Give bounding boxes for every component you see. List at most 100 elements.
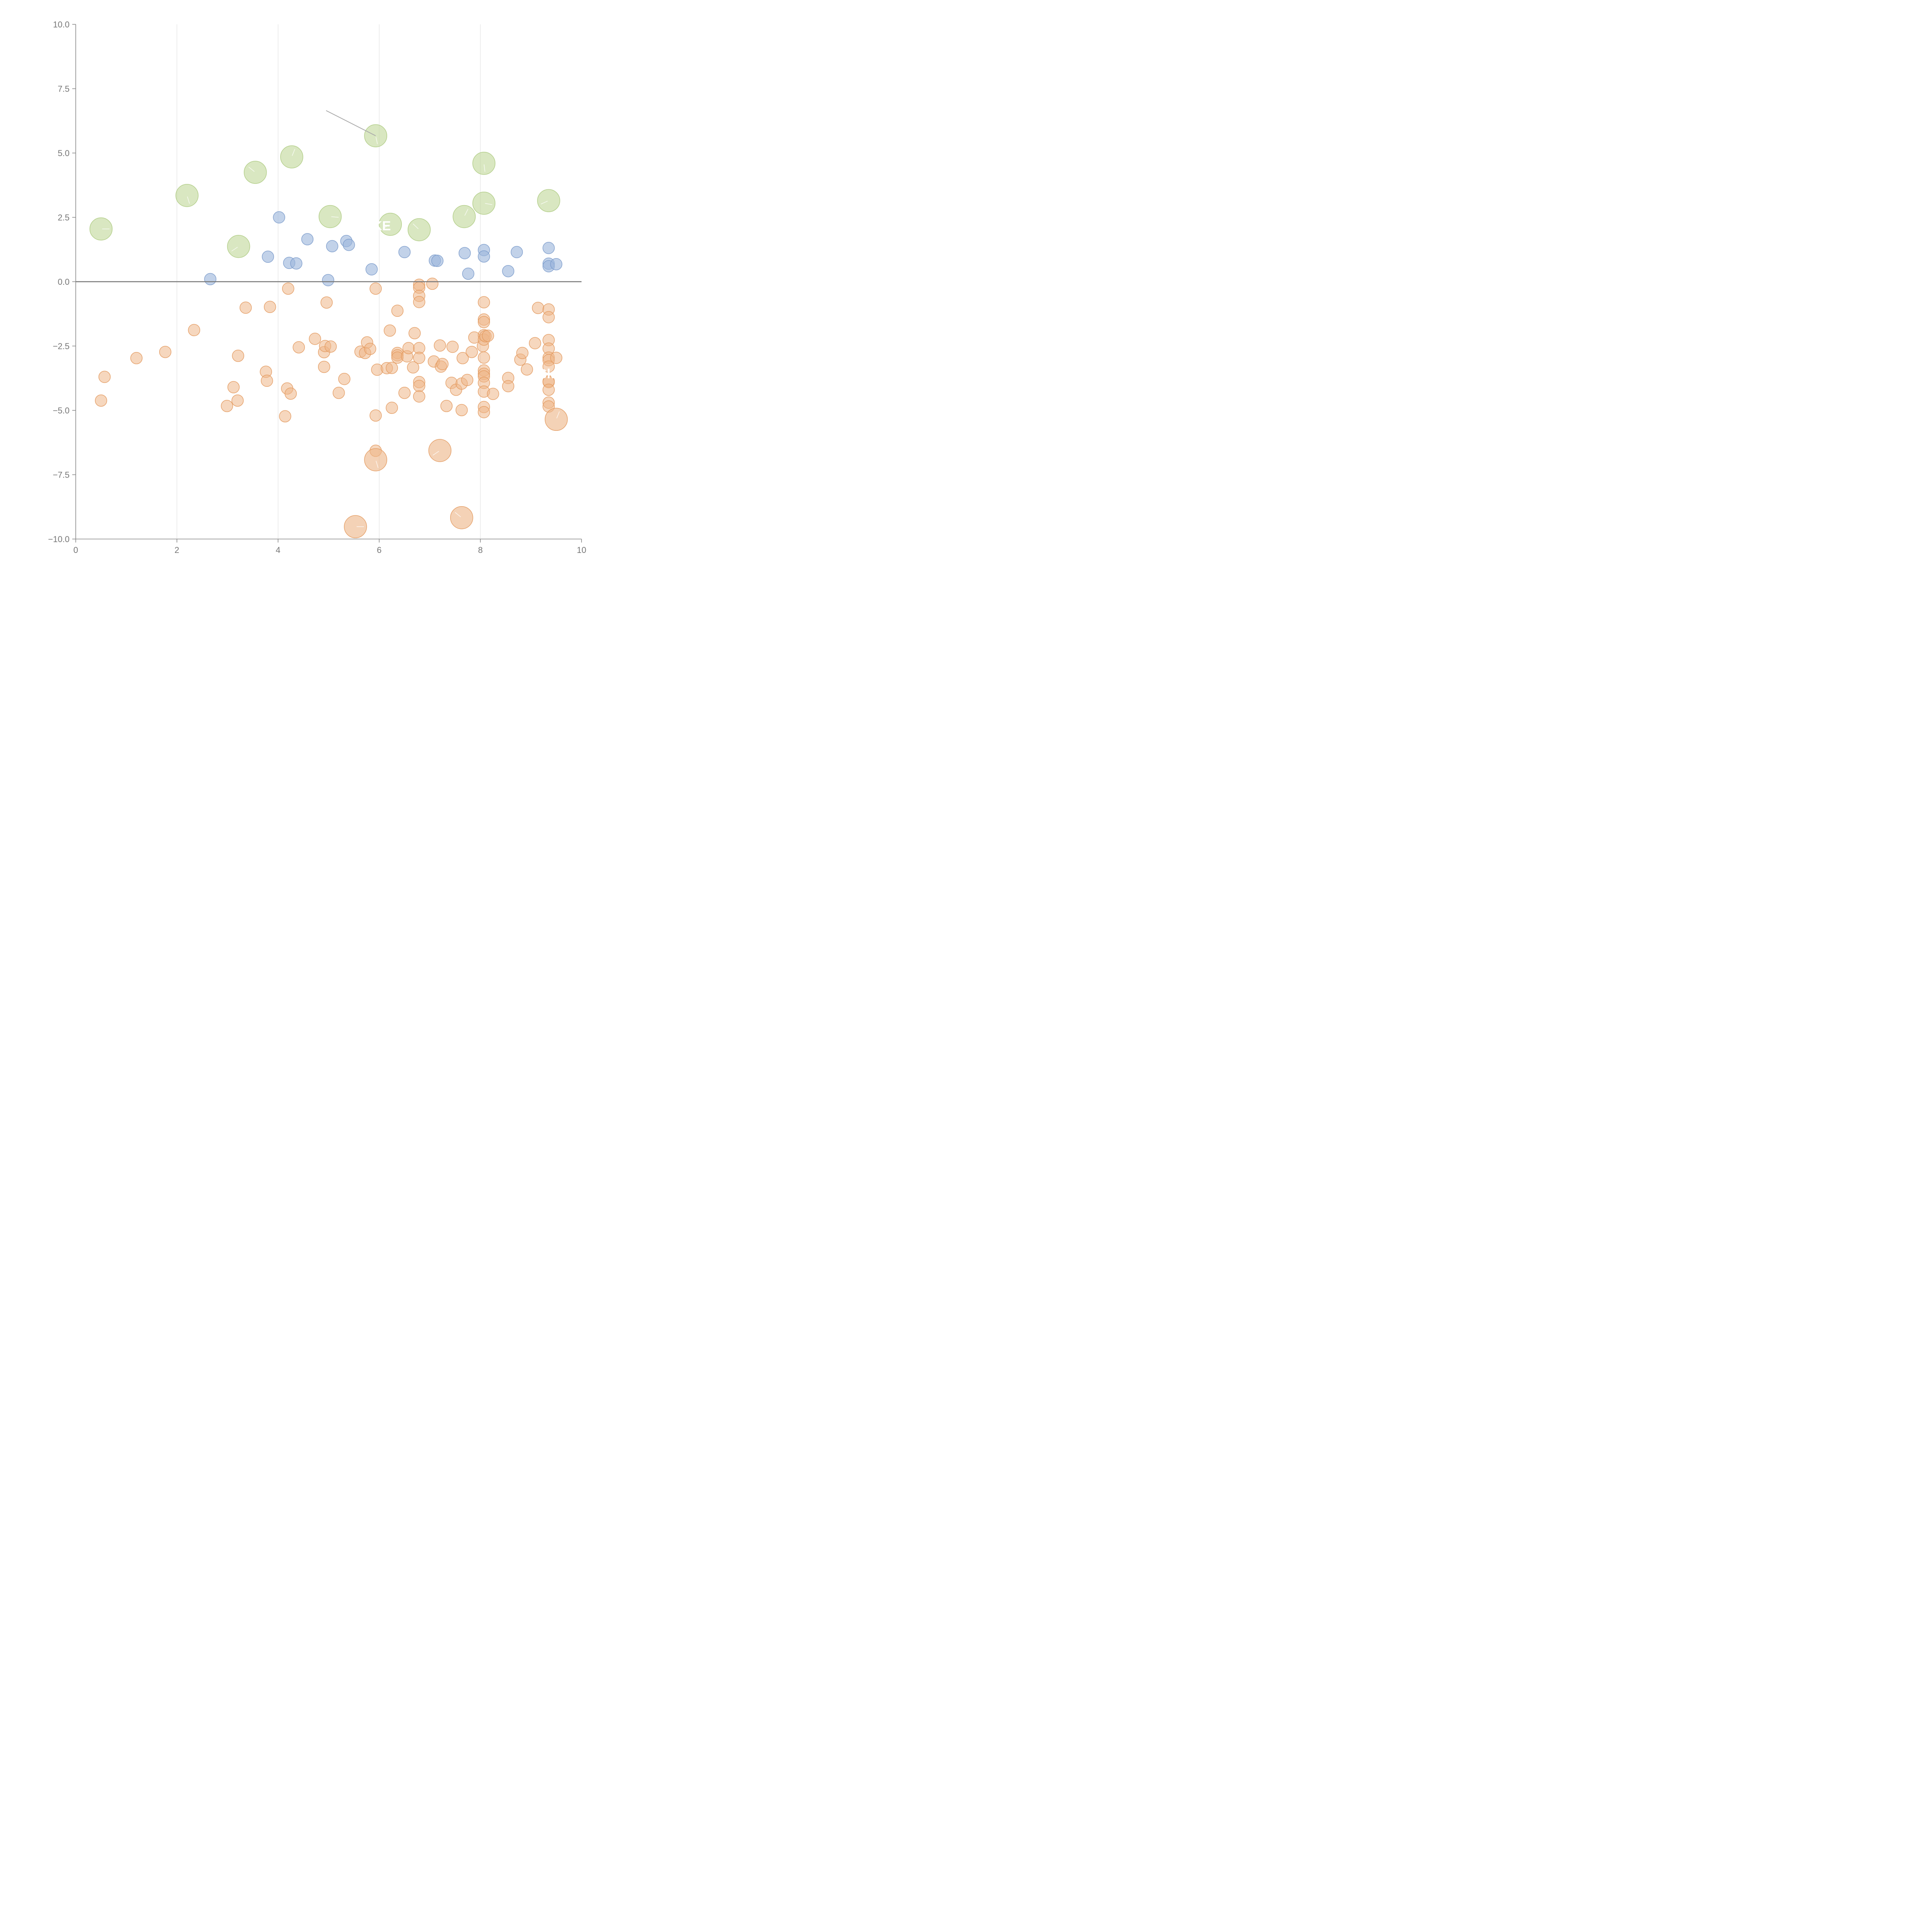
orange-bubble-30 bbox=[369, 282, 382, 295]
orange-bubble-101 bbox=[543, 361, 555, 373]
y-tick-label: −2.5 bbox=[53, 342, 70, 351]
blue-bubble-4 bbox=[290, 257, 303, 270]
orange-bubble-50 bbox=[413, 296, 425, 308]
orange-bubble-35 bbox=[386, 362, 398, 374]
y-tick-label: 2.5 bbox=[58, 213, 70, 223]
y-tick-label: 5.0 bbox=[58, 148, 70, 158]
orange-bubble-37 bbox=[391, 304, 404, 317]
orange-bubble-104 bbox=[543, 383, 555, 396]
orange-large-label-leader-4 bbox=[556, 411, 560, 418]
orange-bubble-41 bbox=[384, 324, 396, 337]
x-tick-label: 0 bbox=[73, 545, 78, 555]
x-tick-label: 4 bbox=[276, 545, 280, 555]
y-tick-label: −5.0 bbox=[53, 406, 70, 415]
y-tick-label: 10.0 bbox=[53, 20, 70, 29]
blue-bubble-20 bbox=[543, 242, 555, 254]
blue-bubble-2 bbox=[273, 211, 285, 224]
green-bubble-10 bbox=[472, 192, 496, 215]
green-bubble-8 bbox=[408, 218, 431, 242]
blue-bubble-0 bbox=[204, 273, 216, 286]
orange-bubble-94 bbox=[532, 302, 544, 314]
green-label-leader-2 bbox=[231, 247, 238, 252]
blue-bubble-1 bbox=[262, 250, 274, 263]
green-label-leader-10 bbox=[485, 203, 493, 205]
orange-bubble-69 bbox=[466, 346, 478, 358]
y-tick-label: 7.5 bbox=[58, 84, 70, 94]
orange-bubble-2 bbox=[130, 352, 143, 364]
blue-bubble-13 bbox=[431, 255, 444, 267]
x-tick-label: 2 bbox=[175, 545, 179, 555]
blue-bubble-14 bbox=[458, 247, 471, 259]
orange-bubble-84 bbox=[478, 406, 490, 418]
blue-bubble-23 bbox=[550, 258, 563, 270]
blue-bubble-18 bbox=[502, 265, 514, 277]
orange-bubble-55 bbox=[413, 390, 425, 403]
green-bubble-1 bbox=[175, 184, 199, 207]
orange-bubble-25 bbox=[338, 372, 350, 385]
orange-bubble-0 bbox=[95, 394, 107, 407]
green-label-leader-4 bbox=[292, 149, 295, 156]
orange-bubble-6 bbox=[227, 381, 240, 393]
orange-bubble-87 bbox=[487, 388, 499, 400]
orange-bubble-12 bbox=[264, 301, 276, 313]
green-label-leader-12 bbox=[541, 201, 548, 204]
orange-bubble-58 bbox=[434, 339, 446, 352]
green-bubble-0 bbox=[89, 217, 113, 241]
blue-bubble-17 bbox=[478, 250, 490, 263]
orange-bubble-18 bbox=[309, 333, 321, 345]
annotation-layer: KE Sk bbox=[76, 110, 582, 381]
green-label-leader-1 bbox=[187, 196, 190, 204]
orange-bubble-67 bbox=[456, 352, 469, 364]
orange-bubble-17 bbox=[293, 341, 305, 354]
orange-bubble-56 bbox=[426, 277, 439, 290]
orange-bubble-96 bbox=[543, 311, 555, 323]
green-label-leader-11 bbox=[483, 164, 485, 172]
orange-bubble-29 bbox=[364, 343, 376, 355]
x-tick-label: 10 bbox=[577, 545, 586, 555]
blue-bubble-15 bbox=[462, 267, 474, 280]
x-tick-label: 6 bbox=[377, 545, 381, 555]
orange-large-label-leader-1 bbox=[376, 461, 379, 468]
orange-bubble-5 bbox=[221, 400, 233, 412]
orange-bubble-54 bbox=[413, 379, 425, 392]
green-bubble-3 bbox=[243, 161, 267, 184]
orange-bubble-4 bbox=[188, 324, 201, 336]
orange-bubble-72 bbox=[478, 296, 490, 309]
annotation-text-1: Sk bbox=[538, 367, 554, 381]
orange-bubble-63 bbox=[446, 340, 459, 353]
green-bubble-11 bbox=[472, 151, 496, 175]
green-bubble-9 bbox=[452, 205, 476, 228]
orange-large-bubble-0 bbox=[344, 515, 367, 538]
orange-bubble-61 bbox=[440, 400, 453, 412]
orange-bubble-89 bbox=[502, 380, 514, 393]
orange-bubble-3 bbox=[159, 346, 172, 358]
green-label-leader-6 bbox=[376, 137, 378, 145]
orange-bubble-23 bbox=[324, 340, 337, 353]
orange-large-bubble-4 bbox=[544, 408, 568, 431]
orange-bubble-44 bbox=[402, 342, 415, 354]
y-tick-label: 0.0 bbox=[58, 277, 70, 287]
orange-bubble-7 bbox=[231, 394, 244, 407]
y-tick-label: −10.0 bbox=[48, 534, 70, 544]
orange-bubble-93 bbox=[529, 337, 541, 349]
green-label-leader-8 bbox=[413, 223, 419, 229]
orange-large-bubble-2 bbox=[428, 439, 452, 462]
orange-bubble-52 bbox=[413, 352, 425, 364]
green-bubble-12 bbox=[537, 189, 560, 212]
blue-bubble-19 bbox=[510, 246, 523, 259]
orange-bubble-19 bbox=[318, 361, 330, 373]
orange-bubble-24 bbox=[332, 386, 345, 399]
orange-bubble-60 bbox=[436, 358, 449, 370]
orange-bubble-31 bbox=[369, 409, 382, 422]
green-bubble-4 bbox=[280, 145, 303, 168]
orange-large-bubble-1 bbox=[364, 448, 387, 471]
orange-bubble-11 bbox=[261, 374, 273, 387]
orange-bubble-91 bbox=[516, 347, 529, 359]
orange-large-bubble-3 bbox=[450, 506, 473, 529]
orange-bubble-16 bbox=[284, 387, 297, 400]
orange-bubble-92 bbox=[520, 363, 533, 376]
orange-bubble-15 bbox=[282, 282, 294, 295]
orange-bubble-45 bbox=[407, 361, 419, 374]
green-bubble-5 bbox=[318, 205, 342, 228]
orange-bubble-107 bbox=[550, 352, 563, 364]
